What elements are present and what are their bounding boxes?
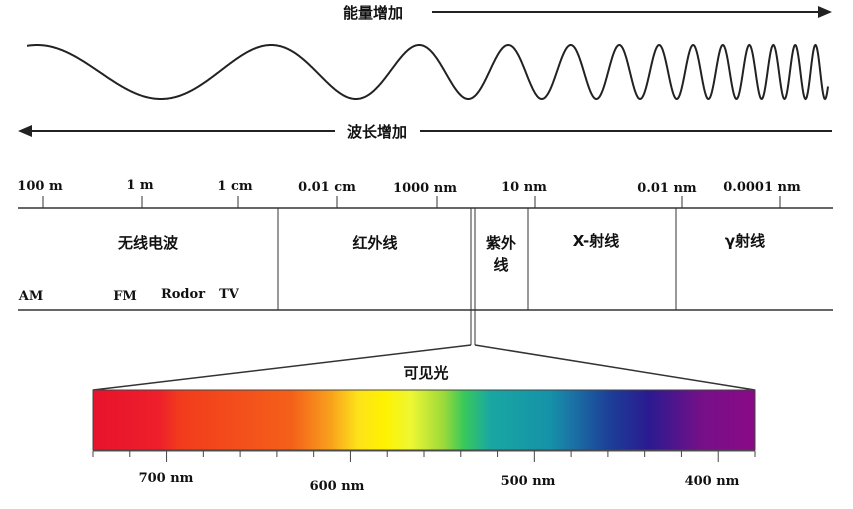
arrow-right-icon bbox=[818, 6, 832, 18]
band-labels: 无线电波 红外线 紫外 线 X-射线 γ射线 bbox=[117, 232, 765, 274]
radio-sub-am: AM bbox=[18, 289, 43, 304]
scale-tick-label: 1 m bbox=[126, 178, 154, 193]
visible-tick-label: 400 nm bbox=[685, 474, 740, 489]
radio-sub-fm: FM bbox=[113, 289, 137, 304]
visible-tick-label: 500 nm bbox=[501, 474, 556, 489]
band-ultraviolet: 紫外 bbox=[486, 234, 516, 252]
scale-tick-label: 100 m bbox=[17, 179, 63, 194]
visible-tick-label: 700 nm bbox=[139, 471, 194, 486]
arrow-left-icon bbox=[18, 125, 32, 137]
visible-tick-label: 600 nm bbox=[310, 479, 365, 494]
wave-curve bbox=[27, 43, 829, 101]
scale-tick-label: 10 nm bbox=[501, 180, 547, 195]
visible-spectrum-bar bbox=[92, 389, 756, 451]
band-ultraviolet-line2: 线 bbox=[493, 256, 508, 274]
wavelength-scale: 100 m 1 m 1 cm 0.01 cm 1000 nm 10 nm 0.0… bbox=[17, 178, 833, 345]
band-xray: X-射线 bbox=[573, 232, 620, 250]
wavelength-label: 波长增加 bbox=[347, 123, 407, 141]
radio-sub-tv: TV bbox=[219, 287, 240, 302]
scale-tick-label: 0.01 cm bbox=[298, 180, 356, 195]
scale-tick-label: 0.0001 nm bbox=[723, 180, 801, 195]
radio-sub-radar: Rodor bbox=[161, 287, 205, 302]
scale-tick-label: 1000 nm bbox=[393, 181, 457, 196]
energy-arrow: 能量增加 bbox=[343, 4, 832, 22]
visible-expansion-left bbox=[92, 344, 472, 391]
band-gamma: γ射线 bbox=[725, 232, 765, 250]
visible-expansion-right bbox=[474, 344, 756, 391]
energy-label: 能量增加 bbox=[343, 4, 403, 22]
band-radio: 无线电波 bbox=[117, 234, 179, 252]
scale-tick-label: 0.01 nm bbox=[637, 181, 697, 196]
visible-label: 可见光 bbox=[403, 364, 448, 382]
band-infrared: 红外线 bbox=[352, 234, 397, 252]
wavelength-arrow: 波长增加 bbox=[18, 123, 832, 141]
scale-tick-label: 1 cm bbox=[217, 179, 252, 194]
